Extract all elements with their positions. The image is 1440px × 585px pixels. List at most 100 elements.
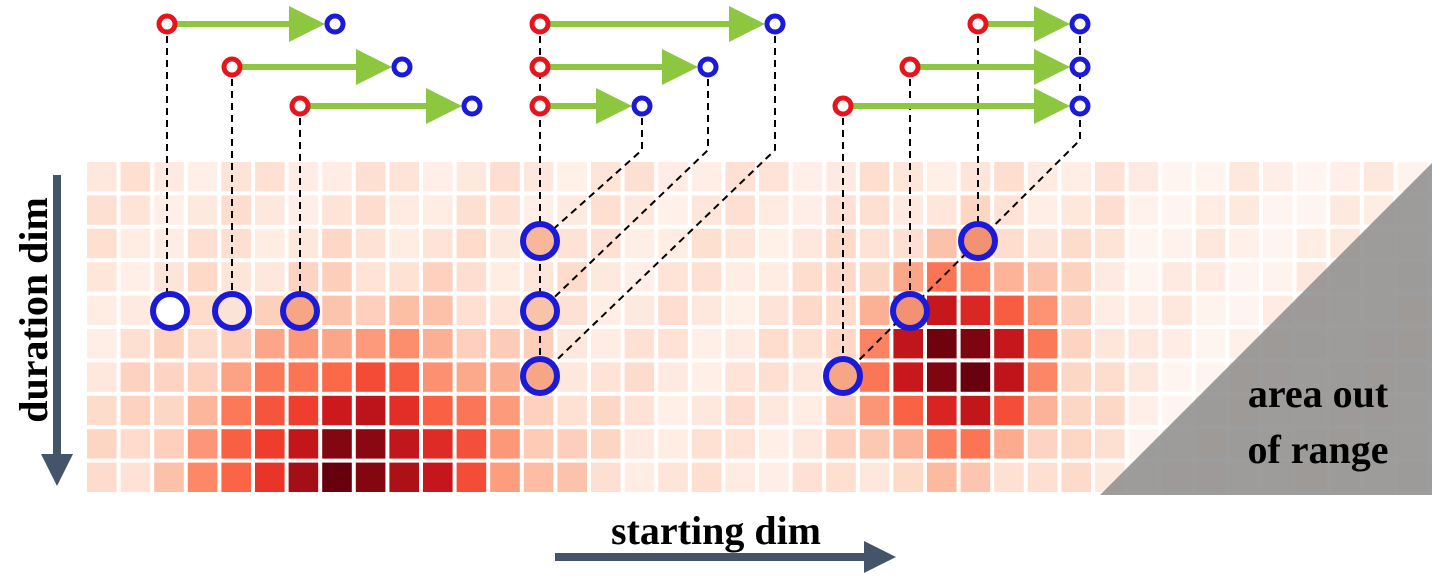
heat-cell [1061, 195, 1091, 225]
heat-cell [691, 262, 722, 292]
heat-cell [624, 228, 655, 259]
heat-cell [893, 329, 923, 359]
heat-cell [1095, 395, 1125, 426]
heat-cell [1229, 195, 1259, 225]
heat-cell [624, 195, 655, 225]
heat-cell [221, 228, 251, 259]
heat-cell [523, 429, 554, 459]
heat-cell [1061, 228, 1091, 259]
heat-cell [658, 295, 688, 325]
heat-cell [792, 395, 823, 426]
heat-cell [523, 195, 554, 225]
heat-cell [927, 329, 957, 359]
heat-cell [960, 362, 991, 392]
heat-cell [759, 462, 789, 492]
heat-cell [893, 362, 923, 392]
heat-cell [120, 228, 151, 259]
heat-cell [456, 362, 487, 392]
heat-cell [187, 362, 218, 392]
heat-cell [591, 462, 621, 492]
heat-cell [255, 329, 285, 359]
heat-cell [691, 462, 722, 492]
heat-cell [1095, 329, 1125, 359]
heat-cell [120, 329, 151, 359]
heat-cell [87, 228, 117, 259]
heat-cell [994, 395, 1024, 426]
heat-cell [691, 162, 722, 192]
heat-cell [1027, 295, 1058, 325]
start-point [221, 56, 243, 78]
heat-cell [221, 162, 251, 192]
heat-cell [355, 162, 386, 192]
heat-cell [725, 329, 755, 359]
heat-cell [187, 462, 218, 492]
heat-cell [994, 162, 1024, 192]
heat-cell [1027, 329, 1058, 359]
end-point [764, 13, 786, 35]
heat-cell [1128, 262, 1159, 292]
heat-cell [725, 362, 755, 392]
heat-cell [624, 462, 655, 492]
heat-cell [759, 295, 789, 325]
heat-cell [87, 195, 117, 225]
heat-cell [87, 395, 117, 426]
heat-cell [456, 195, 487, 225]
heat-cell [759, 429, 789, 459]
heat-cell [389, 195, 419, 225]
heat-cell [355, 295, 386, 325]
heat-cell [826, 228, 856, 259]
heat-cell [1128, 362, 1159, 392]
heat-cell [288, 228, 319, 259]
heat-cell [187, 162, 218, 192]
heat-cell [893, 429, 923, 459]
heat-cell [221, 329, 251, 359]
heat-cell [927, 228, 957, 259]
heat-cell [994, 462, 1024, 492]
heat-cell [120, 195, 151, 225]
heat-cell [355, 195, 386, 225]
heat-cell [658, 228, 688, 259]
heat-cell [490, 162, 520, 192]
heat-cell [1095, 295, 1125, 325]
heat-cell [591, 228, 621, 259]
heat-cell [691, 295, 722, 325]
heat-cell [725, 262, 755, 292]
heat-cell [893, 395, 923, 426]
heat-cell [691, 429, 722, 459]
heat-cell [859, 195, 890, 225]
start-point [289, 95, 311, 117]
heat-cell [759, 395, 789, 426]
heat-cell [927, 429, 957, 459]
heat-cell [826, 395, 856, 426]
grid-points [150, 221, 998, 396]
start-point [529, 95, 551, 117]
heat-cell [1061, 162, 1091, 192]
heat-cell [221, 195, 251, 225]
heat-cell [221, 395, 251, 426]
heat-cell [255, 395, 285, 426]
heat-cell [927, 195, 957, 225]
heat-cell [423, 395, 453, 426]
heat-cell [322, 329, 352, 359]
heat-cell [389, 162, 419, 192]
heat-cell [1229, 295, 1259, 325]
heat-cell [87, 295, 117, 325]
heat-cell [423, 429, 453, 459]
heat-cell [456, 162, 487, 192]
heat-cell [792, 195, 823, 225]
start-point [899, 56, 921, 78]
heat-cell [1061, 362, 1091, 392]
heat-cell [255, 195, 285, 225]
heat-cell [1162, 295, 1192, 325]
heat-cell [221, 262, 251, 292]
heat-cell [1061, 462, 1091, 492]
heat-cell [960, 195, 991, 225]
heat-cell [1363, 162, 1394, 192]
heat-cell [624, 395, 655, 426]
heat-cell [960, 329, 991, 359]
grid-point [280, 291, 320, 331]
heat-cell [389, 329, 419, 359]
heat-cell [456, 262, 487, 292]
heat-cell [792, 429, 823, 459]
heat-cell [826, 329, 856, 359]
